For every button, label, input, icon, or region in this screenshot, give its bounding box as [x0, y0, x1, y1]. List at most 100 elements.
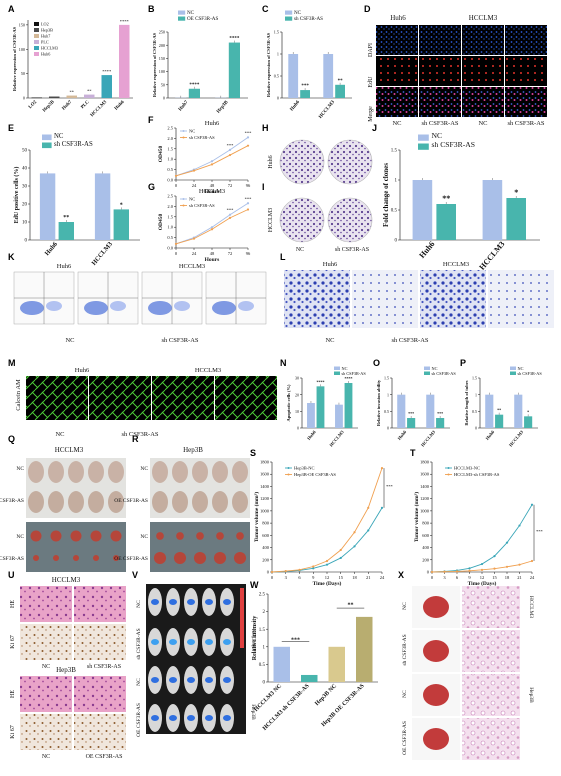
- colony-plate: [280, 198, 324, 242]
- luminescence-signal: [187, 677, 195, 683]
- panel-L-images: Huh6 HCCLM3 NC sh CSF3R-AS: [284, 261, 554, 344]
- y-tick-label: 0: [427, 570, 430, 575]
- legend-label: HCCLM3: [41, 46, 58, 51]
- data-point: [381, 507, 383, 509]
- panel-title: Hep3B: [183, 446, 203, 454]
- x-tick-label: 0: [175, 183, 178, 188]
- data-point: [247, 136, 249, 138]
- panel-label-C: C: [262, 4, 269, 14]
- y-tick-label: 1: [277, 52, 279, 57]
- histology-image: [20, 624, 72, 660]
- legend-marker: [288, 474, 290, 476]
- y-tick-label: 200: [159, 43, 165, 48]
- data-point: [247, 208, 249, 210]
- y-tick-label: 2.0: [167, 136, 173, 141]
- series-line-Hep3B-OE-CSF3R-AS: [272, 468, 382, 572]
- luminescence-signal: [223, 639, 231, 645]
- row-label: Merge: [368, 106, 374, 122]
- mouse: [212, 491, 228, 513]
- x-tick-label: HCCLM3: [328, 429, 345, 448]
- column-label: HCCLM3: [469, 14, 498, 22]
- tumor: [31, 531, 42, 542]
- series-line-NC: [176, 203, 248, 244]
- x-tick-label: 96: [246, 251, 251, 256]
- legend-swatch: [34, 34, 39, 38]
- y-axis-label: Apoptotic cells (%): [286, 384, 291, 421]
- bar-sh-CSF3R-AS-Huh6: [495, 415, 503, 428]
- y-tick-label: 600: [262, 533, 270, 538]
- column-label: sh CSF3R-AS: [335, 247, 369, 253]
- lung: [423, 728, 449, 750]
- y-tick-label: 1800: [420, 460, 430, 465]
- micrograph-Merge: [419, 87, 461, 117]
- significance-marker: ***: [291, 637, 300, 643]
- mouse: [232, 491, 248, 513]
- x-tick-label: Huh7: [178, 100, 190, 113]
- y-tick-label: 0: [387, 426, 389, 431]
- significance-marker: ***: [408, 411, 414, 416]
- significance-marker: ***: [227, 143, 235, 148]
- column-label: NC: [392, 120, 401, 127]
- row-label: NC: [140, 534, 148, 540]
- y-tick-label: 0.5: [259, 663, 266, 668]
- data-point: [298, 569, 300, 571]
- tube-micrograph: [152, 376, 214, 420]
- data-point: [247, 145, 249, 147]
- mouse: [152, 491, 168, 513]
- legend-label: sh CSF3R-AS: [189, 203, 215, 208]
- data-point: [531, 504, 533, 506]
- micrograph-EdU: [419, 56, 461, 86]
- x-tick-label: 24: [192, 251, 197, 256]
- legend-label: Huh7: [41, 34, 50, 39]
- column-label: sh CSF3R-AS: [87, 664, 121, 670]
- luminescence-signal: [205, 599, 213, 605]
- data-point: [506, 542, 508, 544]
- panel-label-J: J: [372, 123, 377, 133]
- row-label: sh CSF3R-AS: [0, 498, 24, 504]
- column-label: HCCLM3: [179, 263, 205, 270]
- data-point: [531, 560, 533, 562]
- y-tick-label: 1.0: [167, 225, 173, 230]
- significance-marker: ****: [229, 37, 240, 42]
- column-label: Huh6: [323, 261, 338, 268]
- x-tick-label: 9: [468, 575, 471, 580]
- significance-marker: *: [120, 202, 123, 208]
- cell-cluster: [84, 301, 108, 315]
- data-point: [229, 217, 231, 219]
- panel-K-images: Huh6 HCCLM3 NC sh CSF3R-AS: [14, 263, 266, 344]
- significance-marker: ***: [301, 84, 309, 89]
- row-label: HE: [10, 690, 16, 698]
- y-tick-label: 0.5: [167, 235, 173, 240]
- panel-title: Hep3B: [56, 666, 76, 674]
- panel-label-X: X: [398, 570, 404, 580]
- y-tick-label: 1: [475, 392, 477, 397]
- y-tick-label: 200: [262, 557, 270, 562]
- y-tick-label: 0: [163, 96, 165, 101]
- histology-image: [20, 586, 72, 622]
- row-label: sh CSF3R-AS: [402, 634, 408, 665]
- x-tick-label: HCCLM3: [90, 99, 109, 118]
- legend-label: OE CSF3R-AS: [187, 16, 218, 22]
- bar-NC-HCCLM3: [95, 173, 110, 240]
- series-line-NC: [176, 137, 248, 175]
- y-tick-label: 0: [475, 426, 477, 431]
- y-tick-label: 0: [267, 570, 270, 575]
- mouse: [48, 491, 64, 513]
- data-point: [229, 154, 231, 156]
- column-label: HCCLM3: [195, 367, 221, 374]
- data-point: [326, 564, 328, 566]
- legend-swatch: [334, 372, 340, 376]
- luminescence-signal: [205, 677, 213, 683]
- bar-sh-CSF3R-AS-Huh6: [317, 386, 325, 428]
- mouse: [212, 461, 228, 483]
- y-tick-label: 1.5: [391, 149, 398, 154]
- legend-label: sh CSF3R-AS: [432, 140, 476, 149]
- panel-label-U: U: [8, 570, 15, 580]
- row-label: OE CSF3R-AS: [114, 556, 148, 562]
- significance-marker: **: [87, 89, 92, 94]
- tumor: [216, 532, 224, 540]
- luminescence-signal: [169, 639, 177, 645]
- panel-label-F: F: [148, 115, 154, 125]
- panel-U-images: HCCLM3 Hep3B HE Ki 67 HE Ki 67 NC sh CSF3R-AS NC…: [10, 576, 126, 760]
- y-tick-label: 200: [422, 557, 430, 562]
